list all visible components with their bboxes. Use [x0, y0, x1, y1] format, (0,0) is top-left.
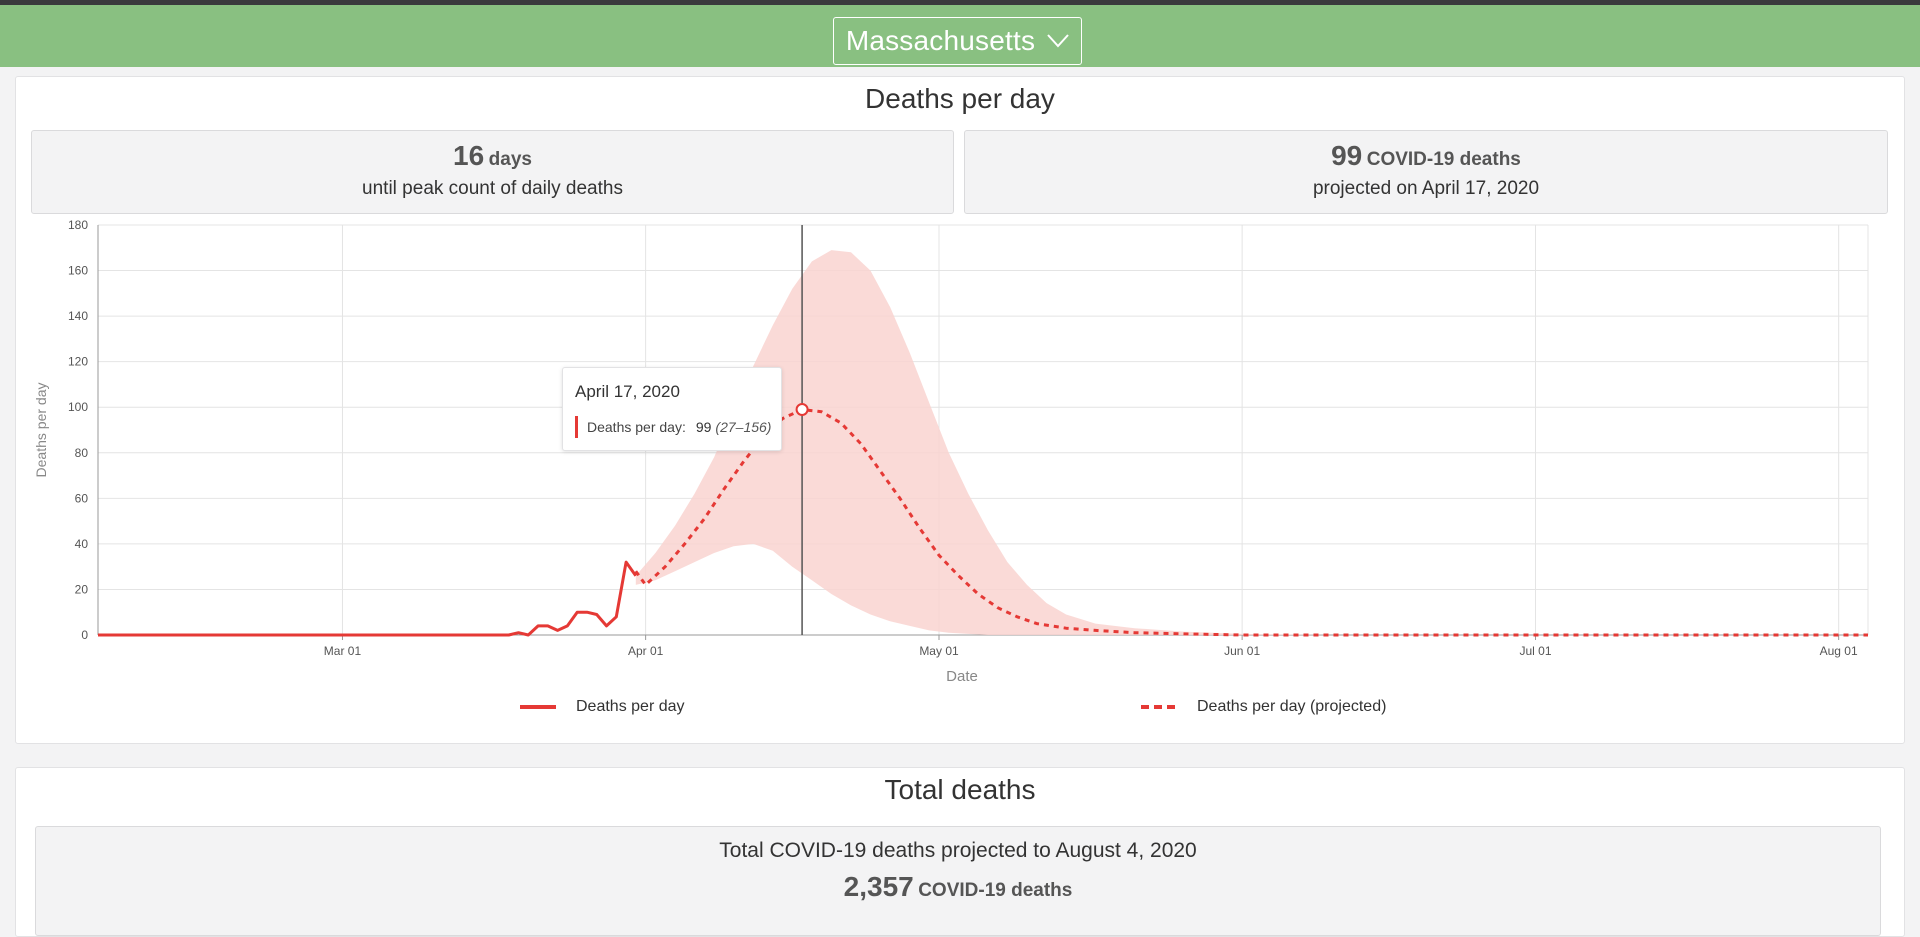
x-tick-label: Mar 01: [324, 644, 362, 658]
projected-deaths-number: 99: [1331, 140, 1363, 171]
x-axis-title: Date: [946, 668, 978, 685]
deaths-per-day-title: Deaths per day: [865, 83, 1055, 114]
legend-actual-label: Deaths per day: [576, 698, 685, 715]
tooltip-date: April 17, 2020: [575, 382, 680, 401]
x-tick-label: Jul 01: [1519, 644, 1551, 658]
hover-point: [795, 403, 809, 416]
peak-days-number: 16: [453, 140, 485, 171]
state-selector-label: Massachusetts: [845, 25, 1036, 56]
projected-deaths-stat: 99 COVID-19 deaths projected on April 17…: [964, 130, 1888, 214]
legend-item-projected[interactable]: Deaths per day (projected): [1141, 698, 1386, 716]
total-deaths-number: 2,357: [843, 871, 914, 902]
x-tick-label: Aug 01: [1820, 644, 1858, 658]
chart-tooltip: April 17, 2020 Deaths per day: 99 (27–15…: [562, 367, 782, 451]
y-tick-label: 20: [75, 582, 89, 596]
total-deaths-caption: Total COVID-19 deaths projected to Augus…: [719, 839, 1197, 862]
legend-solid-line-icon: [520, 705, 556, 709]
y-tick-label: 80: [75, 446, 89, 460]
peak-days-description: until peak count of daily deaths: [362, 178, 623, 199]
total-deaths-unit: COVID-19 deaths: [918, 880, 1073, 901]
y-tick-label: 0: [81, 628, 88, 642]
y-tick-label: 180: [68, 218, 88, 232]
state-selector[interactable]: Massachusetts: [833, 17, 1082, 65]
peak-days-unit: days: [488, 149, 532, 170]
legend-item-actual[interactable]: Deaths per day: [520, 698, 685, 716]
y-axis-title: Deaths per day: [33, 383, 49, 478]
y-tick-label: 120: [68, 355, 88, 369]
tooltip-swatch: [575, 416, 578, 438]
legend-dashed-line-icon: [1141, 705, 1177, 709]
chevron-down-icon: [1047, 34, 1069, 48]
header-bar: Massachusetts: [0, 5, 1920, 67]
projected-deaths-line: [634, 408, 1868, 637]
y-tick-label: 140: [68, 309, 88, 323]
legend-projected-label: Deaths per day (projected): [1197, 698, 1387, 715]
y-tick-label: 160: [68, 264, 88, 278]
total-deaths-stat: Total COVID-19 deaths projected to Augus…: [35, 826, 1881, 936]
x-tick-label: Jun 01: [1224, 644, 1260, 658]
projected-deaths-description: projected on April 17, 2020: [1312, 178, 1540, 199]
actual-deaths-line: [98, 560, 638, 637]
tooltip-row: Deaths per day: 99 (27–156): [575, 416, 771, 438]
tooltip-value: 99: [695, 419, 712, 435]
total-deaths-card: Total deaths Total COVID-19 deaths proje…: [15, 767, 1905, 937]
x-tick-label: Apr 01: [628, 644, 664, 658]
x-tick-label: May 01: [919, 644, 959, 658]
y-tick-label: 40: [75, 537, 89, 551]
peak-days-stat: 16 days until peak count of daily deaths: [31, 130, 954, 214]
y-tick-label: 100: [68, 400, 88, 414]
deaths-per-day-card: Deaths per day 16 days until peak count …: [15, 76, 1905, 744]
tooltip-series-label: Deaths per day:: [587, 419, 686, 435]
tooltip-range: (27–156): [715, 419, 772, 435]
top-dark-bar: [0, 0, 1920, 5]
y-tick-label: 60: [75, 491, 89, 505]
total-deaths-title: Total deaths: [884, 774, 1036, 805]
deaths-per-day-chart[interactable]: 0 20 40 60 80 100 120 140 160 180 Mar 01 Apr 01 May …: [0, 0, 1920, 740]
uncertainty-band: [635, 250, 1331, 635]
projected-deaths-unit: COVID-19 deaths: [1366, 149, 1521, 170]
